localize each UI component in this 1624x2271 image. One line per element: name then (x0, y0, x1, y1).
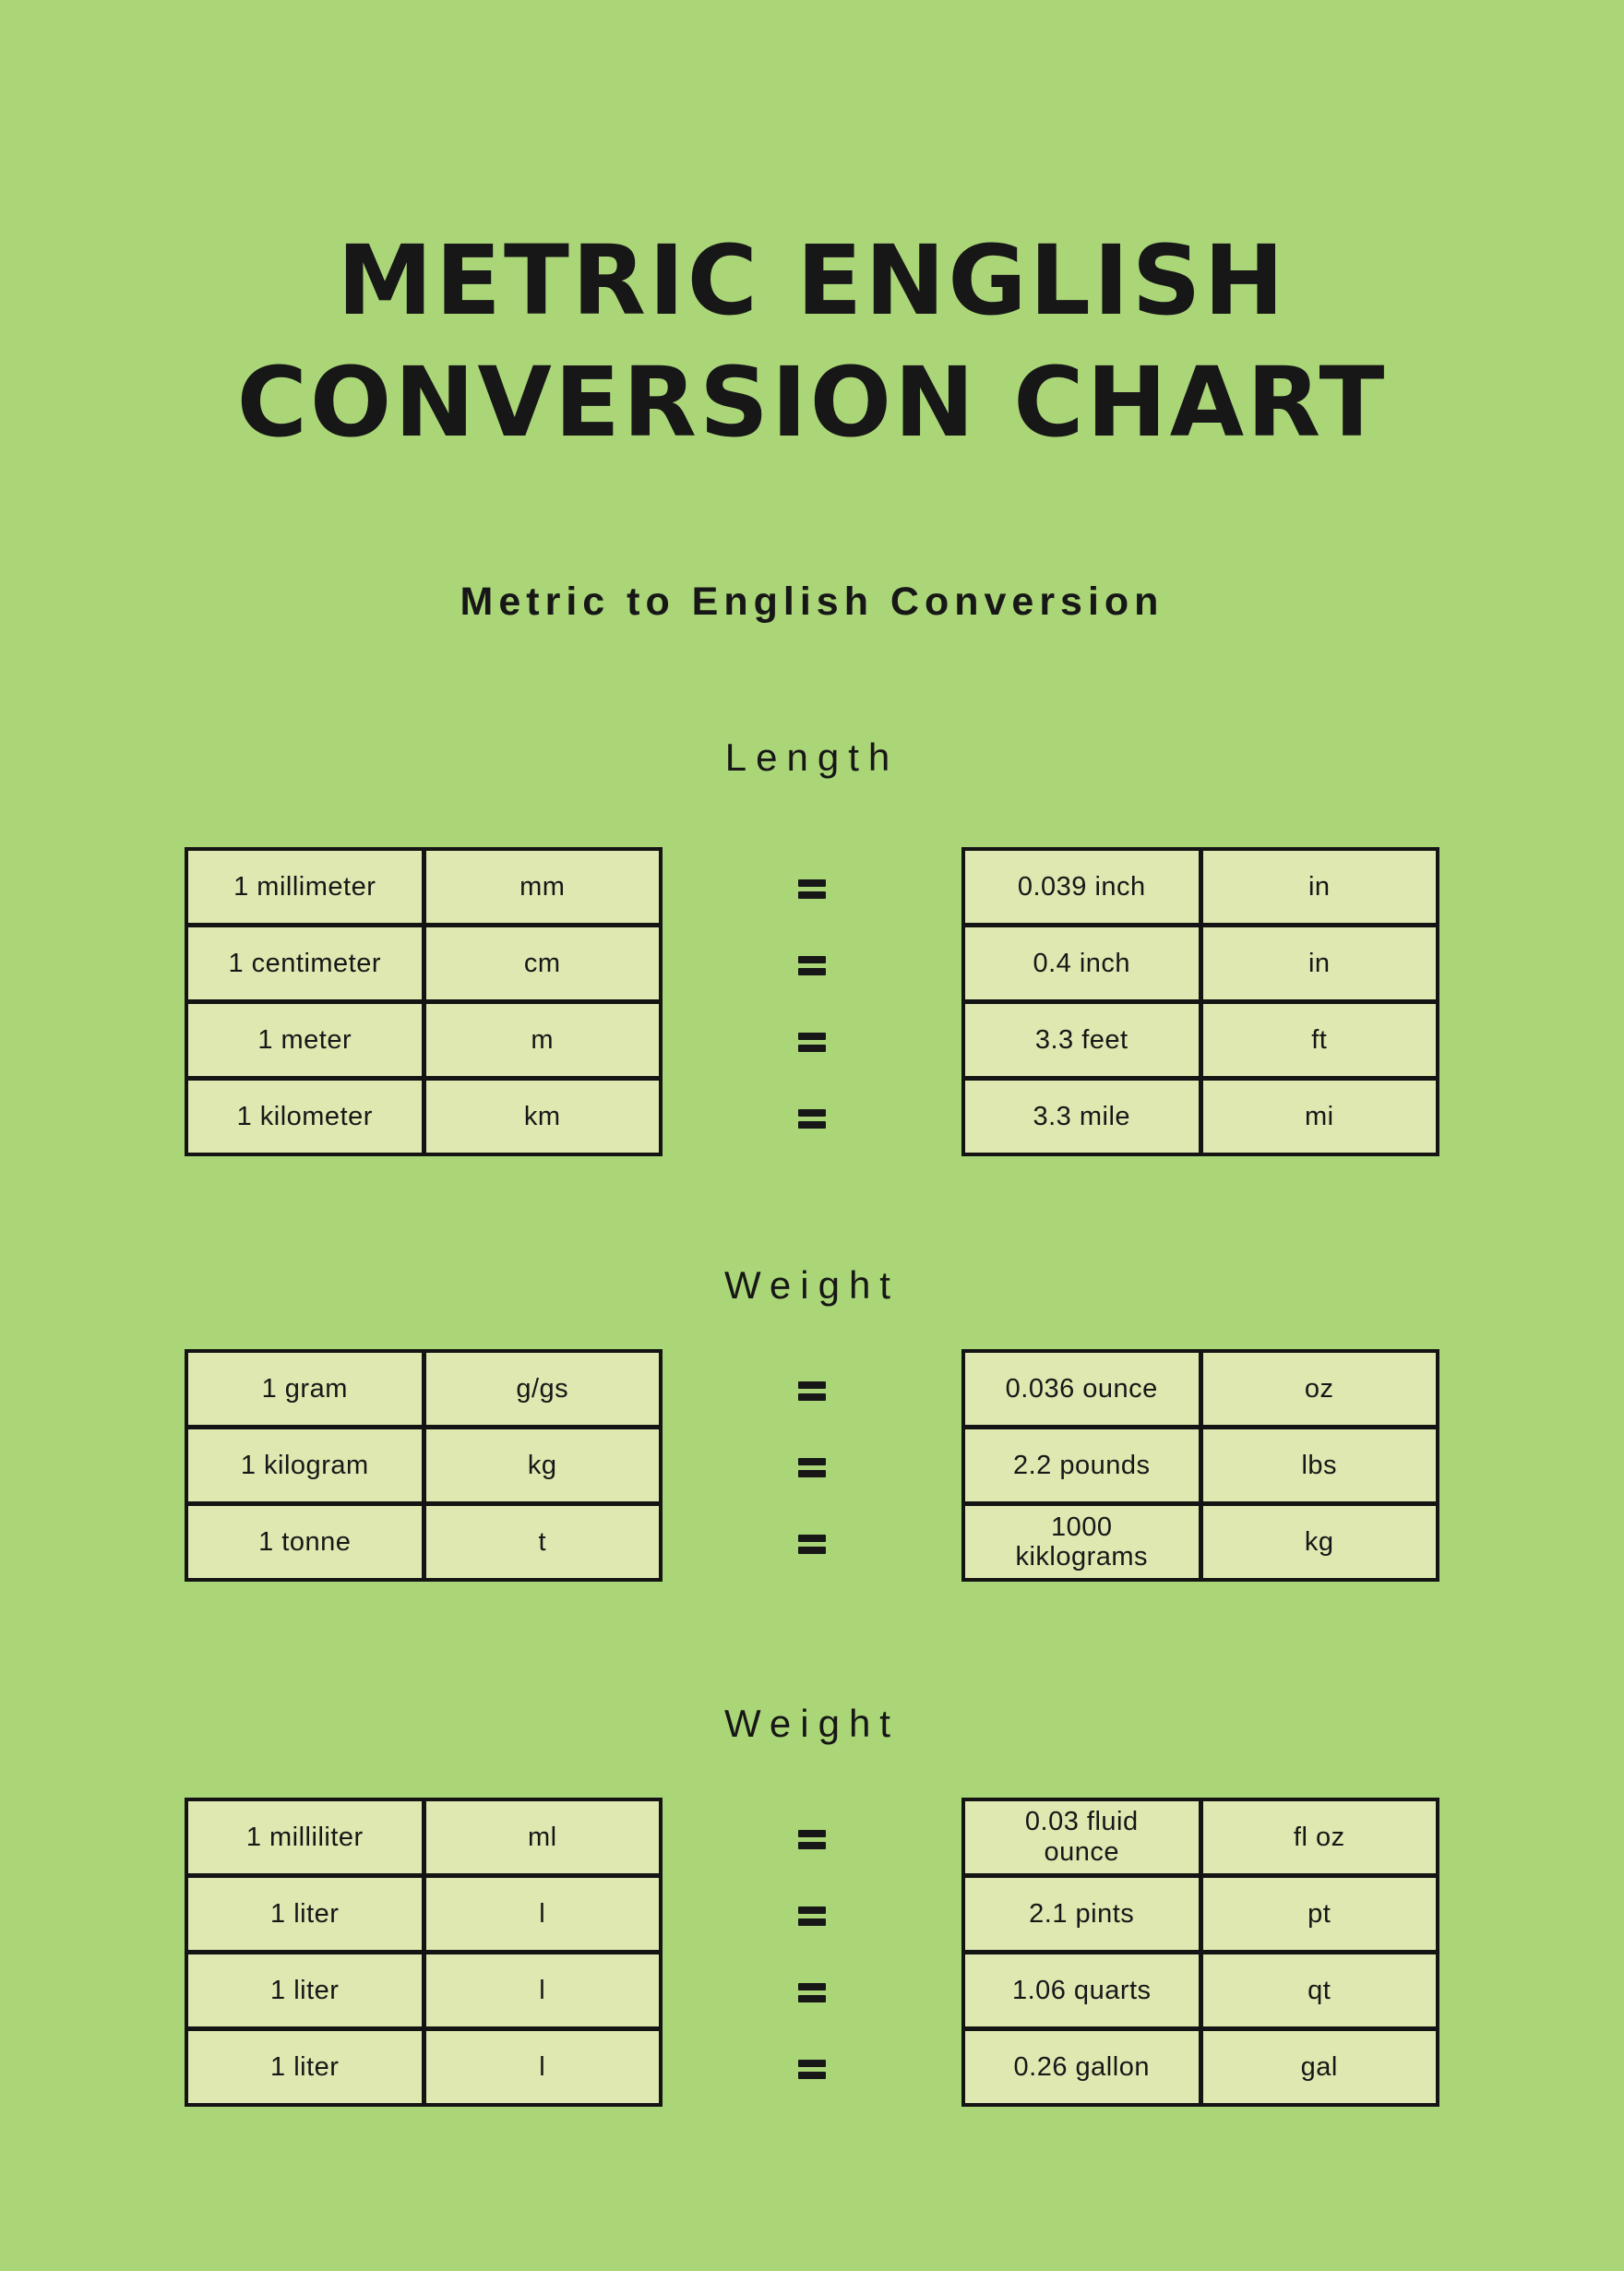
cell-metric-abbr: l (425, 1877, 659, 1950)
cell-metric-value: 1 millimeter (188, 850, 422, 923)
english-table-volume: 0.03 fluid ounce fl oz 2.1 pints pt 1.06 qua… (961, 1797, 1439, 2107)
equals-icon (798, 1458, 826, 1478)
cell-english-abbr: qt (1202, 1954, 1436, 2026)
metric-table-volume: 1 milliliter ml 1 liter l 1 liter l 1 liter l (185, 1797, 663, 2107)
cell-metric-abbr: km (425, 1080, 659, 1153)
cell-english-abbr: gal (1202, 2030, 1436, 2103)
cell-english-value: 0.036 ounce (965, 1353, 1199, 1426)
conversion-tables-weight: 1 gram g/gs 1 kilogram kg 1 tonne t 0.036 oun… (0, 1349, 1624, 1583)
equals-icon (798, 1982, 826, 2002)
cell-metric-abbr: m (425, 1003, 659, 1076)
section-heading-weight: Weight (724, 1262, 900, 1307)
equals-row (663, 1878, 961, 1954)
equals-row (663, 1081, 961, 1157)
equals-row (663, 851, 961, 927)
equals-icon (798, 1535, 826, 1555)
cell-english-abbr: kg (1202, 1506, 1436, 1579)
section-volume: Weight 1 milliliter ml 1 liter l 1 liter l 1 l… (0, 1701, 1624, 2107)
equals-row (663, 1004, 961, 1081)
cell-metric-value: 1 gram (188, 1353, 422, 1426)
cell-metric-abbr: t (425, 1506, 659, 1579)
cell-metric-abbr: g/gs (425, 1353, 659, 1426)
equals-column-weight (663, 1349, 961, 1583)
section-heading-length: Length (724, 735, 900, 779)
equals-icon (798, 955, 826, 975)
cell-english-value: 0.03 fluid ounce (965, 1800, 1199, 1873)
equals-column-length (663, 847, 961, 1157)
cell-metric-abbr: l (425, 2030, 659, 2103)
section-length: Length 1 millimeter mm 1 centimeter cm 1 met… (0, 735, 1624, 1157)
cell-metric-value: 1 kilometer (188, 1080, 422, 1153)
cell-metric-abbr: l (425, 1954, 659, 2026)
equals-row (663, 1506, 961, 1583)
cell-english-value: 0.4 inch (965, 926, 1199, 999)
cell-metric-value: 1 meter (188, 1003, 422, 1076)
cell-english-abbr: mi (1202, 1080, 1436, 1153)
equals-row (663, 1353, 961, 1429)
metric-table-length: 1 millimeter mm 1 centimeter cm 1 meter m 1 ki… (185, 846, 663, 1156)
cell-english-abbr: lbs (1202, 1429, 1436, 1502)
equals-row (663, 2031, 961, 2108)
cell-english-value: 2.2 pounds (965, 1429, 1199, 1502)
equals-icon (798, 1381, 826, 1402)
equals-column-volume (663, 1798, 961, 2108)
equals-row (663, 927, 961, 1004)
conversion-tables-volume: 1 milliliter ml 1 liter l 1 liter l 1 liter l 0… (0, 1797, 1624, 2108)
cell-english-value: 2.1 pints (965, 1877, 1199, 1950)
cell-metric-value: 1 milliliter (188, 1800, 422, 1873)
cell-english-value: 0.039 inch (965, 850, 1199, 923)
equals-icon (798, 1829, 826, 1849)
cell-english-value: 1.06 quarts (965, 1954, 1199, 2026)
cell-metric-value: 1 liter (188, 2030, 422, 2103)
english-table-length: 0.039 inch in 0.4 inch in 3.3 feet ft 3.3 mile… (961, 846, 1439, 1156)
cell-metric-value: 1 centimeter (188, 926, 422, 999)
equals-icon (798, 2059, 826, 2079)
cell-english-value: 3.3 feet (965, 1003, 1199, 1076)
page-title-line2: CONVERSION CHART (236, 346, 1388, 460)
cell-english-value: 1000 kiklograms (965, 1506, 1199, 1579)
cell-metric-value: 1 liter (188, 1954, 422, 2026)
cell-metric-value: 1 kilogram (188, 1429, 422, 1502)
cell-english-abbr: in (1202, 926, 1436, 999)
cell-metric-value: 1 liter (188, 1877, 422, 1950)
cell-metric-abbr: cm (425, 926, 659, 999)
equals-icon (798, 1032, 826, 1052)
equals-row (663, 1801, 961, 1878)
cell-metric-abbr: ml (425, 1800, 659, 1873)
section-heading-volume: Weight (724, 1702, 900, 1746)
cell-english-abbr: ft (1202, 1003, 1436, 1076)
cell-english-value: 3.3 mile (965, 1080, 1199, 1153)
equals-icon (798, 1906, 826, 1926)
page-title: METRIC ENGLISH CONVERSION CHART (0, 220, 1624, 463)
cell-english-abbr: in (1202, 850, 1436, 923)
section-weight: Weight 1 gram g/gs 1 kilogram kg 1 tonne t 0.… (0, 1262, 1624, 1583)
equals-row (663, 1954, 961, 2031)
equals-icon (798, 879, 826, 899)
conversion-tables-length: 1 millimeter mm 1 centimeter cm 1 meter m 1 ki… (0, 846, 1624, 1157)
cell-metric-value: 1 tonne (188, 1506, 422, 1579)
equals-row (663, 1429, 961, 1506)
cell-english-value: 0.26 gallon (965, 2030, 1199, 2103)
equals-icon (798, 1108, 826, 1129)
cell-english-abbr: pt (1202, 1877, 1436, 1950)
cell-metric-abbr: kg (425, 1429, 659, 1502)
subtitle: Metric to English Conversion (460, 580, 1164, 625)
english-table-weight: 0.036 ounce oz 2.2 pounds lbs 1000 kiklogram… (961, 1349, 1439, 1583)
page-title-line1: METRIC ENGLISH (337, 224, 1287, 337)
cell-metric-abbr: mm (425, 850, 659, 923)
cell-english-abbr: fl oz (1202, 1800, 1436, 1873)
cell-english-abbr: oz (1202, 1353, 1436, 1426)
metric-table-weight: 1 gram g/gs 1 kilogram kg 1 tonne t (185, 1349, 663, 1583)
